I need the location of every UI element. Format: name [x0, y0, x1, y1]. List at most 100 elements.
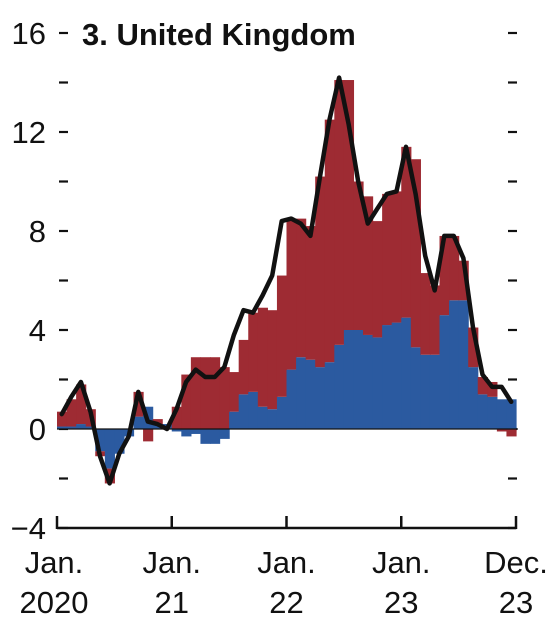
- bar-blue-2022-08: [353, 330, 364, 429]
- x-tick-label-year: 22: [269, 585, 303, 620]
- bar-red-2021-12: [276, 275, 288, 397]
- bar-blue-2021-01: [171, 429, 182, 432]
- bar-red-2022-10: [372, 221, 383, 338]
- bar-blue-2022-03: [305, 359, 316, 429]
- bar-red-2023-11: [496, 429, 508, 432]
- bar-blue-2022-02: [296, 357, 307, 429]
- bar-red-2021-01: [171, 406, 182, 429]
- x-tick-label-month: Dec.: [484, 545, 548, 580]
- bar-blue-2023-07: [458, 300, 469, 429]
- bar-blue-2021-12: [276, 396, 288, 429]
- bar-red-2021-07: [229, 372, 240, 412]
- bar-red-2022-11: [382, 193, 393, 326]
- bar-red-2020-11: [152, 419, 163, 425]
- bar-blue-2023-04: [429, 354, 441, 429]
- bar-blue-2023-02: [410, 347, 421, 429]
- bar-blue-2023-06: [449, 300, 460, 429]
- x-tick-label-year: 23: [384, 585, 418, 620]
- x-axis-tick-labels: Jan. 2020 Jan. 21 Jan. 22 Jan. 23 Dec. 23: [20, 545, 548, 620]
- y-axis-left-ticks: [59, 31, 68, 530]
- y-tick-label: 12: [12, 115, 46, 150]
- bar-blue-2023-08: [468, 367, 479, 429]
- x-tick-label-year: 2020: [20, 585, 89, 620]
- bar-series: [57, 80, 517, 484]
- bar-red-2023-09: [477, 377, 488, 395]
- bar-blue-2021-03: [190, 429, 202, 434]
- bar-red-2021-03: [190, 357, 202, 429]
- bar-red-2021-08: [238, 339, 249, 395]
- bar-red-2020-10: [143, 429, 154, 442]
- bar-red-2022-05: [324, 119, 335, 363]
- y-axis-right-ticks: [508, 31, 517, 530]
- y-tick-label: −4: [11, 511, 46, 546]
- y-tick-label: 8: [29, 214, 46, 249]
- bar-blue-2021-08: [238, 394, 249, 429]
- x-tick-label-year: 21: [155, 585, 189, 620]
- bar-red-2023-03: [420, 273, 431, 355]
- bar-blue-2021-09: [248, 391, 259, 429]
- bar-red-2022-03: [305, 226, 316, 360]
- bar-blue-2020-04: [85, 426, 96, 429]
- bar-blue-2020-09: [133, 416, 144, 429]
- x-tick-label-month: Jan.: [142, 545, 201, 580]
- x-tick-label-month: Jan.: [372, 545, 431, 580]
- bar-red-2022-09: [363, 196, 374, 335]
- bar-blue-2023-11: [496, 399, 508, 429]
- bar-blue-2022-06: [334, 344, 345, 429]
- bar-red-2022-06: [334, 80, 345, 345]
- bar-red-2021-02: [181, 374, 192, 429]
- bar-red-2021-04: [200, 357, 211, 429]
- bar-blue-2020-07: [114, 429, 125, 454]
- bar-blue-2023-03: [420, 354, 431, 429]
- bar-blue-2022-05: [324, 362, 335, 429]
- bar-blue-2021-02: [181, 429, 192, 437]
- y-tick-label: 16: [12, 16, 46, 51]
- bar-blue-2021-10: [257, 406, 268, 429]
- bar-blue-2021-06: [219, 429, 230, 439]
- bar-red-2021-05: [210, 357, 221, 429]
- total-line: [59, 75, 514, 486]
- bar-red-2021-11: [267, 310, 278, 410]
- bar-red-2023-08: [468, 327, 479, 368]
- bar-blue-2022-01: [286, 369, 297, 429]
- bar-blue-2020-06: [104, 429, 115, 469]
- bar-blue-2022-10: [372, 337, 383, 429]
- bar-blue-2022-12: [391, 322, 402, 429]
- bar-red-2023-06: [449, 235, 460, 301]
- bar-blue-2021-05: [210, 429, 221, 444]
- bar-blue-2022-07: [343, 330, 355, 429]
- bar-blue-2022-11: [382, 325, 393, 429]
- bar-red-2023-12: [506, 429, 517, 437]
- y-axis-tick-labels: 16 12 8 4 0 −4: [11, 16, 46, 546]
- bar-blue-2022-09: [363, 334, 374, 429]
- bar-blue-2023-05: [439, 315, 450, 429]
- bar-red-2022-07: [343, 80, 355, 331]
- bar-blue-2020-03: [76, 424, 87, 429]
- bar-red-2023-05: [439, 235, 450, 316]
- bar-blue-2020-02: [66, 426, 77, 429]
- y-tick-label: 0: [29, 412, 46, 447]
- bar-red-2020-09: [133, 391, 144, 417]
- bar-red-2020-03: [76, 384, 87, 425]
- bar-red-2021-10: [257, 307, 268, 407]
- bar-red-2020-02: [66, 399, 77, 427]
- line-series: [59, 75, 514, 486]
- bar-blue-2023-09: [477, 394, 488, 429]
- bar-blue-2021-11: [267, 409, 278, 429]
- bar-red-2023-04: [429, 285, 441, 355]
- bar-blue-2023-10: [487, 396, 498, 429]
- bar-red-2021-06: [219, 367, 230, 429]
- bar-red-2022-02: [296, 218, 307, 358]
- x-axis: [55, 516, 518, 530]
- bar-red-2022-08: [353, 181, 364, 330]
- bar-red-2022-04: [315, 176, 326, 368]
- bar-blue-2022-04: [315, 367, 326, 429]
- bar-red-2023-07: [458, 260, 469, 301]
- bar-blue-2023-01: [401, 317, 412, 429]
- bar-blue-2020-05: [95, 429, 106, 452]
- bar-blue-2021-07: [229, 411, 240, 429]
- bar-blue-2021-04: [200, 429, 211, 444]
- x-tick-label-month: Jan.: [25, 545, 84, 580]
- bar-red-2023-01: [401, 146, 412, 318]
